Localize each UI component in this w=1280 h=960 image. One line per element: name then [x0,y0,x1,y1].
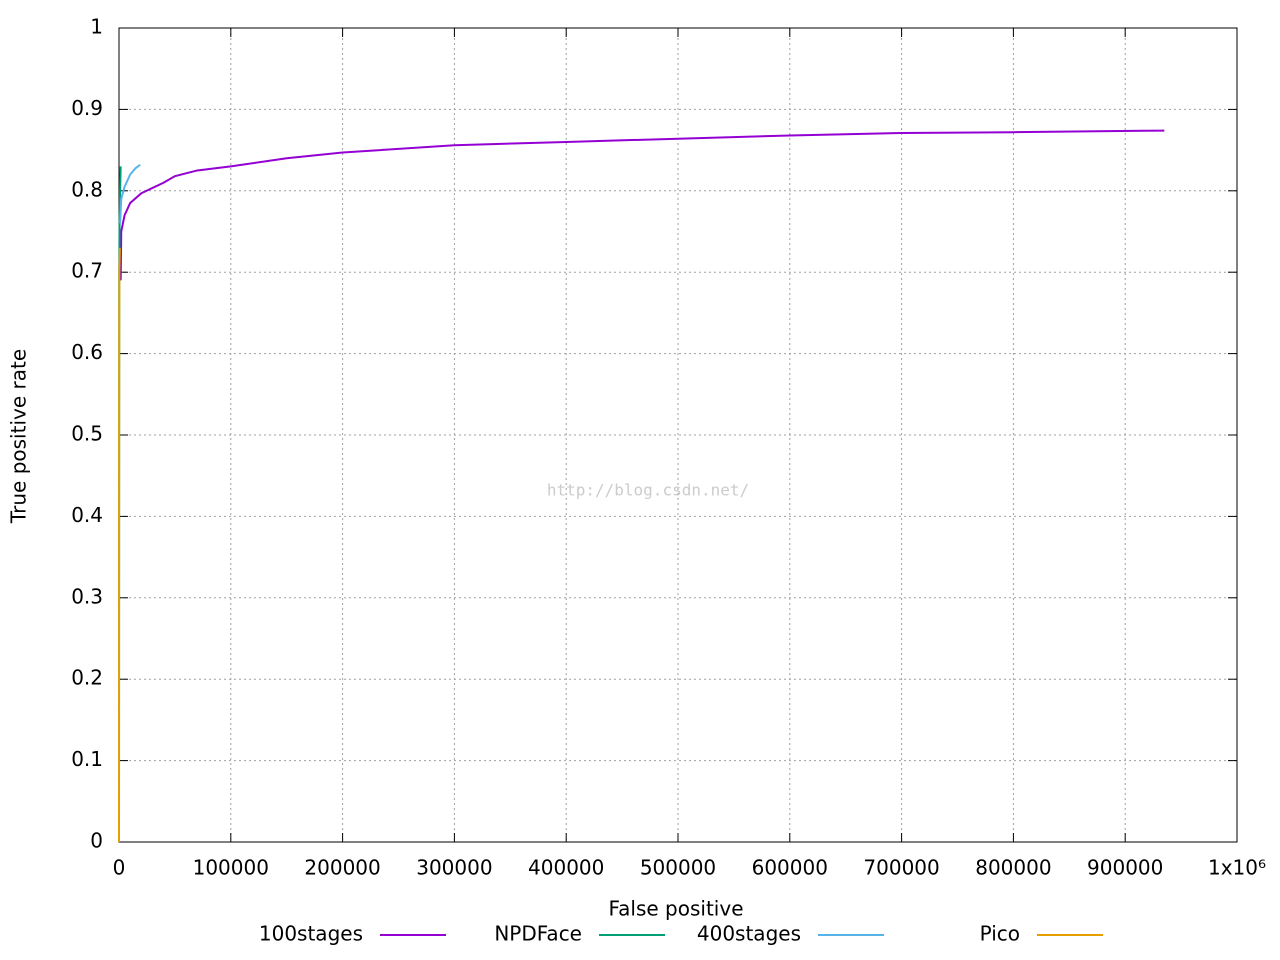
x-tick-label: 800000 [975,856,1051,880]
y-tick-label: 0.8 [71,177,103,201]
x-tick-label: 100000 [193,856,269,880]
legend-label: 400stages [697,922,801,946]
x-axis-label: False positive [608,897,743,921]
x-tick-label: 700000 [863,856,939,880]
y-tick-label: 0.7 [71,259,103,283]
y-tick-label: 0.9 [71,96,103,120]
legend-label: Pico [980,922,1020,946]
y-tick-label: 0.1 [71,747,103,771]
series-line [119,129,1165,281]
x-tick-label: 400000 [528,856,604,880]
series-line [118,247,121,843]
y-axis-label: True positive rate [7,349,31,524]
y-tick-label: 1 [90,15,103,39]
series-line [119,163,141,224]
watermark: http://blog.csdn.net/ [547,481,749,500]
x-tick-label: 900000 [1087,856,1163,880]
x-tick-label: 600000 [752,856,828,880]
y-tick-label: 0 [90,829,103,853]
x-tick-label: 0 [113,856,126,880]
y-tick-label: 0.2 [71,666,103,690]
x-tick-label: 200000 [304,856,380,880]
y-tick-label: 0.4 [71,503,103,527]
x-tick-label: 1x10⁶ [1208,856,1266,880]
y-tick-label: 0.5 [71,422,103,446]
x-tick-label: 500000 [640,856,716,880]
legend-label: NPDFace [494,922,582,946]
legend-label: 100stages [259,922,363,946]
y-tick-label: 0.3 [71,584,103,608]
y-tick-label: 0.6 [71,340,103,364]
x-tick-label: 300000 [416,856,492,880]
